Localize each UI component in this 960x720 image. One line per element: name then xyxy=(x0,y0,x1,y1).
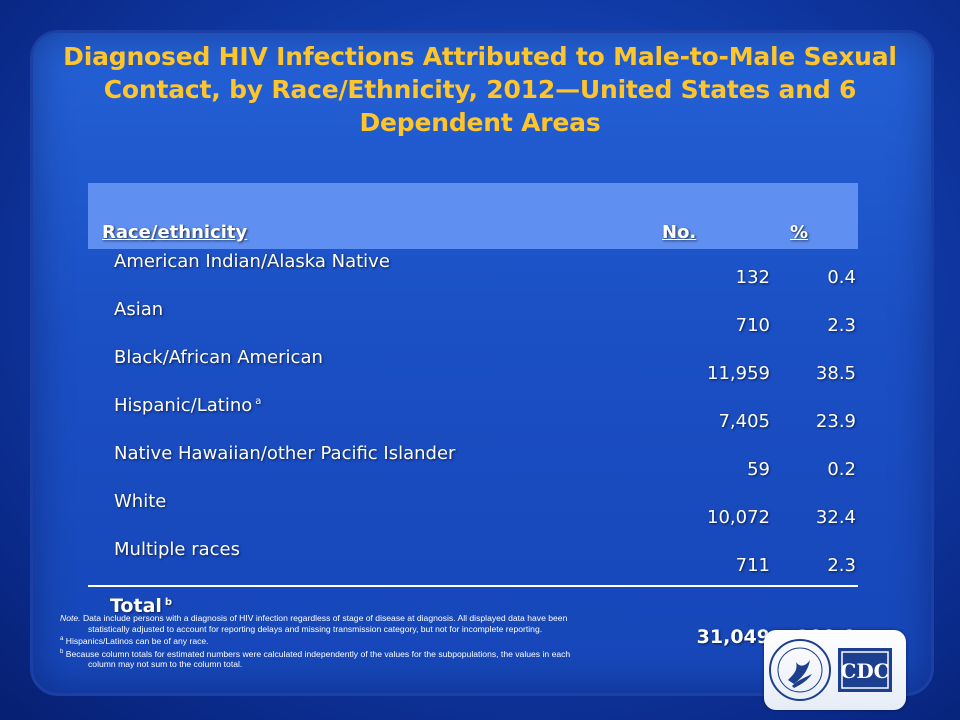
race-cell: Black/African American xyxy=(88,345,662,393)
race-label: Black/African American xyxy=(114,347,323,368)
number-cell: 11,959 xyxy=(707,362,770,384)
note-line: Note. Data include persons with a diagno… xyxy=(60,613,760,624)
footnote-a-marker: a xyxy=(60,636,64,643)
race-label: American Indian/Alaska Native xyxy=(114,251,390,272)
cdc-logo-block xyxy=(838,648,892,692)
table-row: Asian 710 2.3 xyxy=(88,297,858,345)
header-race: Race/ethnicity xyxy=(88,183,662,249)
footnotes: Note. Data include persons with a diagno… xyxy=(60,613,760,670)
race-label: Hispanic/Latino xyxy=(114,395,253,416)
table-row: Hispanic/Latino a 7,405 23.9 xyxy=(88,393,858,441)
number-cell: 711 xyxy=(735,554,770,576)
content-frame xyxy=(30,30,934,696)
race-label: Native Hawaiian/other Pacific Islander xyxy=(114,443,456,464)
cdc-logo-badge: CDC xyxy=(764,630,906,710)
race-label: Asian xyxy=(114,299,164,320)
total-label: Total xyxy=(110,595,162,617)
footnote-a: a Hispanics/Latinos can be of any race. xyxy=(60,634,760,646)
table-row: Black/African American 11,959 38.5 xyxy=(88,345,858,393)
total-number: 31,049 xyxy=(662,585,780,665)
race-label: Multiple races xyxy=(114,539,240,560)
table-row: Native Hawaiian/other Pacific Islander 5… xyxy=(88,441,858,489)
note-line: statistically adjusted to account for re… xyxy=(88,623,543,634)
race-label: White xyxy=(114,491,167,512)
note-label: Note. xyxy=(60,613,81,623)
table-header-row: Race/ethnicity No. % xyxy=(88,183,858,249)
note-text: Data include persons with a diagnosis of… xyxy=(82,613,568,623)
race-cell: Native Hawaiian/other Pacific Islander xyxy=(88,441,662,489)
slide-title: Diagnosed HIV Infections Attributed to M… xyxy=(63,42,897,137)
hhs-seal-inner-ring-icon xyxy=(777,647,823,693)
header-percent: % xyxy=(780,183,858,249)
table-row: Multiple races 711 2.3 xyxy=(88,537,858,586)
cdc-logo-border xyxy=(841,651,889,689)
number-cell: 710 xyxy=(735,314,770,336)
race-cell: American Indian/Alaska Native xyxy=(88,249,662,297)
race-cell: Hispanic/Latino a xyxy=(88,393,662,441)
percent-cell: 2.3 xyxy=(827,554,856,576)
cdc-logo-text: CDC xyxy=(840,659,889,683)
total-label-cell: Total b xyxy=(88,585,662,665)
table-row: American Indian/Alaska Native 132 0.4 xyxy=(88,249,858,297)
footnote-b-text: Because column totals for estimated numb… xyxy=(65,648,571,659)
percent-cell: 0.2 xyxy=(827,458,856,480)
number-cell: 10,072 xyxy=(707,506,770,528)
number-cell: 132 xyxy=(735,266,770,288)
table-body: American Indian/Alaska Native 132 0.4 As… xyxy=(88,249,858,665)
footnote-a-text: Hispanics/Latinos can be of any race. xyxy=(65,636,209,647)
hhs-eagle-icon xyxy=(788,660,810,684)
footnote-b: b Because column totals for estimated nu… xyxy=(60,647,760,659)
race-cell: Asian xyxy=(88,297,662,345)
percent-cell: 0.4 xyxy=(827,266,856,288)
number-cell: 7,405 xyxy=(718,410,770,432)
table-row: White 10,072 32.4 xyxy=(88,489,858,537)
percent-cell: 2.3 xyxy=(827,314,856,336)
number-cell: 59 xyxy=(747,458,770,480)
hhs-eagle-wing-icon xyxy=(792,674,812,688)
footnote-b-continued: column may not sum to the column total. xyxy=(88,659,243,670)
percent-cell: 23.9 xyxy=(815,410,856,432)
data-table: Race/ethnicity No. % American Indian/Ala… xyxy=(88,183,858,665)
race-cell: Multiple races xyxy=(88,537,662,586)
header-number: No. xyxy=(662,183,780,249)
footnote-marker: b xyxy=(164,596,173,608)
hhs-cdc-logo: CDC xyxy=(769,639,892,701)
race-cell: White xyxy=(88,489,662,537)
hhs-seal-ring-icon xyxy=(769,639,831,701)
footnote-b-marker: b xyxy=(60,648,64,655)
percent-cell: 32.4 xyxy=(815,506,856,528)
footnote-marker: a xyxy=(255,396,262,407)
percent-cell: 38.5 xyxy=(815,362,856,384)
